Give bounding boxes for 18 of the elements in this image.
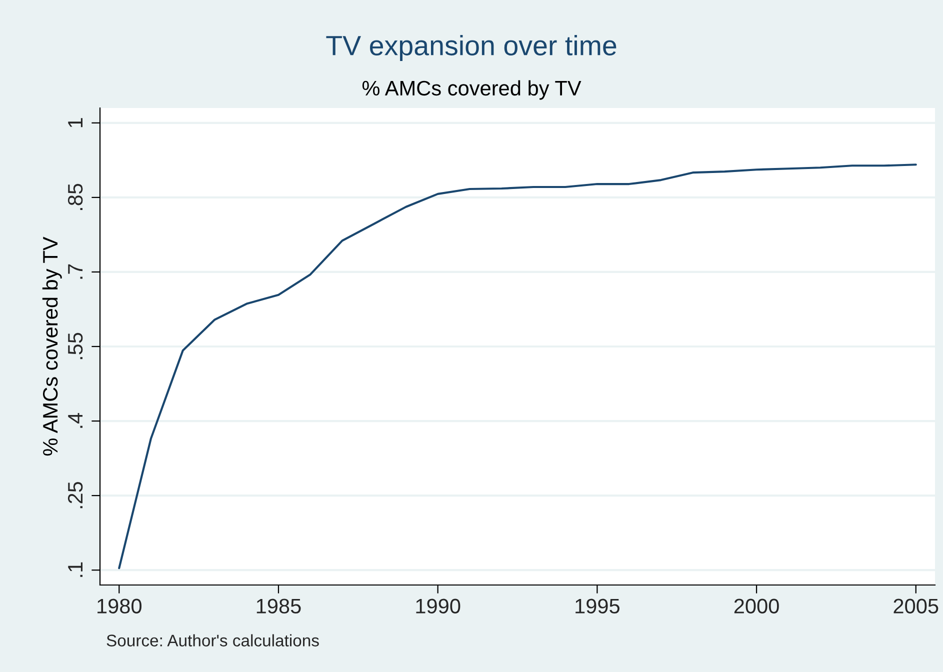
x-tick-label: 1990 — [416, 598, 460, 614]
chart-title: TV expansion over time — [326, 35, 616, 61]
y-tick-label: .55 — [68, 332, 83, 360]
source-note: Source: Author's calculations — [106, 634, 319, 646]
x-tick-label: 1985 — [256, 598, 301, 614]
chart-subtitle: % AMCs covered by TV — [362, 80, 582, 100]
line-series — [118, 164, 917, 570]
y-tick-label: .1 — [68, 562, 82, 577]
y-tick-label: 1 — [68, 118, 82, 128]
y-tick-label: .85 — [68, 184, 83, 210]
y-axis-title: % AMCs covered by TV — [42, 236, 62, 456]
x-tick-label: 1980 — [98, 598, 142, 614]
y-tick-label: .4 — [68, 412, 82, 428]
x-tick-label: 2000 — [734, 598, 779, 614]
x-tick-label: 1995 — [576, 598, 620, 614]
x-tick-label: 2005 — [894, 598, 938, 614]
y-tick-label: .7 — [68, 264, 82, 279]
y-tick-label: .25 — [68, 482, 83, 508]
